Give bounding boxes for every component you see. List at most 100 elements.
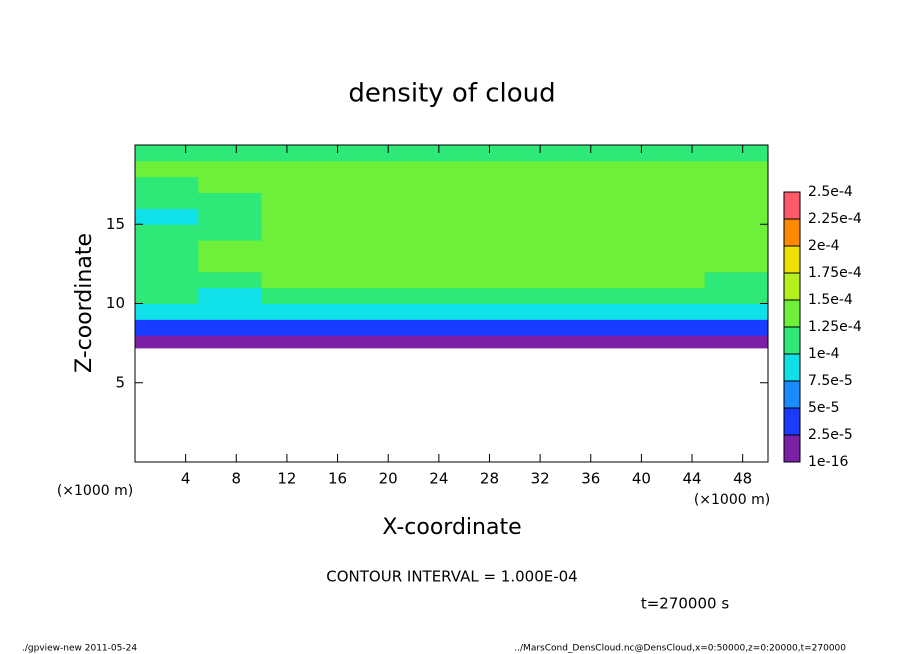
- heatmap-cell: [324, 271, 389, 289]
- heatmap-cell: [324, 224, 389, 241]
- heatmap-cell: [198, 287, 263, 304]
- x-axis-title: X-coordinate: [382, 515, 521, 540]
- heatmap-cell: [704, 160, 769, 178]
- heatmap-cell: [388, 319, 452, 336]
- heatmap-cell: [261, 192, 326, 209]
- heatmap-cell: [388, 303, 452, 320]
- heatmap-cell: [198, 192, 263, 209]
- heatmap-cell: [324, 145, 389, 162]
- heatmap-cell: [451, 303, 516, 320]
- heatmap-cell: [514, 160, 579, 178]
- heatmap-cell: [451, 224, 516, 241]
- chart-title: density of cloud: [348, 79, 555, 109]
- heatmap-cell: [324, 335, 389, 349]
- heatmap-cell: [704, 271, 769, 289]
- heatmap-cell: [388, 335, 452, 349]
- colorbar-label: 7.5e-5: [808, 373, 853, 389]
- x-tick-label: 24: [429, 470, 448, 488]
- heatmap-cell: [198, 176, 263, 194]
- heatmap-cell: [704, 192, 769, 209]
- heatmap-cell: [135, 271, 199, 289]
- colorbar-label: 2.25e-4: [808, 211, 862, 227]
- heatmap-cell: [704, 255, 769, 273]
- heatmap-cell: [135, 319, 199, 336]
- heatmap-cell: [578, 224, 642, 241]
- heatmap-cell: [198, 319, 263, 336]
- x-tick-label: 20: [379, 470, 398, 488]
- heatmap-cell: [388, 240, 452, 257]
- heatmap-cell: [135, 176, 199, 194]
- heatmap-cell: [451, 192, 516, 209]
- heatmap-cell: [135, 224, 199, 241]
- heatmap-cell: [451, 287, 516, 304]
- heatmap-cell: [578, 240, 642, 257]
- heatmap-cell: [578, 208, 642, 225]
- heatmap-cell: [704, 287, 769, 304]
- heatmap-cell: [451, 240, 516, 257]
- heatmap-cell: [324, 160, 389, 178]
- heatmap-cell: [324, 176, 389, 194]
- heatmap-cell: [198, 145, 263, 162]
- heatmap-cell: [261, 335, 326, 349]
- x-unit: (×1000 m): [57, 483, 133, 499]
- heatmap-cell: [578, 160, 642, 178]
- x-tick-label: 12: [277, 470, 296, 488]
- heatmap-cell: [641, 192, 706, 209]
- heatmap-cell: [198, 160, 263, 178]
- colorbar-segment: [784, 219, 800, 246]
- colorbar-label: 2.5e-5: [808, 427, 853, 443]
- heatmap-cell: [261, 287, 326, 304]
- heatmap-cell: [578, 335, 642, 349]
- x-tick-label: 44: [682, 470, 701, 488]
- colorbar-label: 1.75e-4: [808, 265, 862, 281]
- heatmap-cell: [704, 303, 769, 320]
- heatmap-cell: [704, 335, 769, 349]
- heatmap-cell: [641, 145, 706, 162]
- heatmap-cell: [704, 176, 769, 194]
- y-tick-label: 15: [106, 215, 125, 233]
- heatmap-cell: [324, 240, 389, 257]
- heatmap-cell: [135, 303, 199, 320]
- heatmap-cell: [514, 224, 579, 241]
- heatmap-cell: [135, 145, 199, 162]
- heatmap-cell: [198, 240, 263, 257]
- heatmap-cell: [578, 271, 642, 289]
- heatmap-cell: [261, 319, 326, 336]
- heatmap-cell: [261, 271, 326, 289]
- heatmap-cell: [135, 240, 199, 257]
- heatmap-cell: [578, 145, 642, 162]
- heatmap-cell: [135, 192, 199, 209]
- heatmap-cell: [578, 192, 642, 209]
- colorbar-segment: [784, 354, 800, 381]
- colorbar-segment: [784, 381, 800, 408]
- heatmap-cell: [514, 287, 579, 304]
- heatmap-cell: [261, 176, 326, 194]
- heatmap-cell: [261, 240, 326, 257]
- heatmap-cell: [578, 303, 642, 320]
- heatmap-cell: [641, 303, 706, 320]
- heatmap-cell: [451, 271, 516, 289]
- x-unit: (×1000 m): [694, 492, 770, 508]
- heatmap-cell: [704, 319, 769, 336]
- colorbar-label: 5e-5: [808, 400, 839, 416]
- heatmap-cell: [514, 255, 579, 273]
- heatmap-cell: [198, 271, 263, 289]
- heatmap-cell: [641, 335, 706, 349]
- x-tick-label: 32: [531, 470, 550, 488]
- x-tick-label: 8: [232, 470, 242, 488]
- heatmap-cell: [578, 255, 642, 273]
- y-tick-label: 10: [106, 294, 125, 312]
- heatmap-cell: [388, 224, 452, 241]
- heatmap-cell: [388, 271, 452, 289]
- colorbar-segment: [784, 300, 800, 327]
- heatmap-cell: [514, 176, 579, 194]
- heatmap-cell: [135, 287, 199, 304]
- x-tick-label: 16: [328, 470, 347, 488]
- footer: ./gpview-new 2011-05-24: [22, 644, 137, 654]
- heatmap-cell: [388, 192, 452, 209]
- heatmap-cell: [704, 240, 769, 257]
- heatmap-cell: [641, 319, 706, 336]
- heatmap-cell: [704, 208, 769, 225]
- heatmap-cell: [324, 303, 389, 320]
- heatmap-cell: [451, 335, 516, 349]
